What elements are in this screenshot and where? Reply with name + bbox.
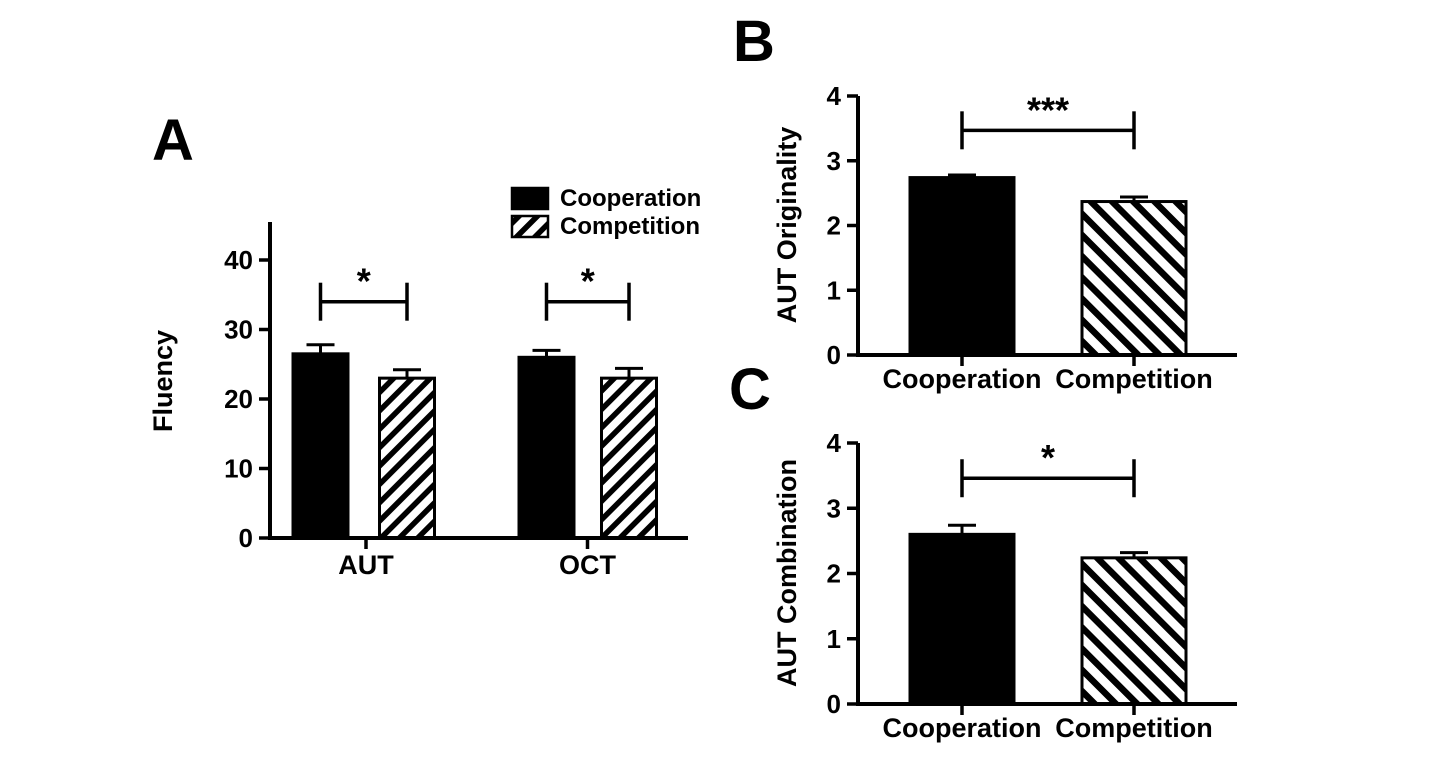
bar <box>1080 200 1188 357</box>
y-tick-label: 3 <box>827 146 841 176</box>
bar <box>291 352 350 540</box>
bar <box>908 532 1016 706</box>
y-tick-label: 0 <box>827 340 841 370</box>
significance-stars: * <box>581 261 595 302</box>
y-axis-title: Fluency <box>148 330 178 432</box>
bar <box>378 376 436 540</box>
panel-a-label: A <box>152 108 194 173</box>
panel-c-chart: 0 1 2 3 4 Cooperation Competition AUT Combinati… <box>772 428 1237 743</box>
category-label: Cooperation <box>883 713 1042 743</box>
y-tick-label: 10 <box>224 454 253 484</box>
bar <box>1080 556 1188 706</box>
category-label: Cooperation <box>883 364 1042 394</box>
legend-swatch <box>510 186 550 211</box>
significance-stars: * <box>357 261 371 302</box>
y-axis-title: AUT Originality <box>772 127 802 324</box>
panel-b-chart: 0 1 2 3 4 Cooperation Competition AUT Originali… <box>772 81 1237 394</box>
y-tick-label: 3 <box>827 493 841 523</box>
category-label: Competition <box>1055 364 1212 394</box>
panel-c-label: C <box>729 357 771 422</box>
y-tick-label: 2 <box>827 211 841 241</box>
y-tick-label: 0 <box>827 689 841 719</box>
y-tick-label: 0 <box>239 523 253 553</box>
legend-label: Competition <box>560 213 700 240</box>
y-tick-label: 1 <box>827 275 841 305</box>
category-label: OCT <box>559 550 617 580</box>
y-tick-label: 2 <box>827 559 841 589</box>
y-tick-label: 20 <box>224 384 253 414</box>
y-tick-label: 30 <box>224 315 253 345</box>
category-label: Competition <box>1055 713 1212 743</box>
legend-swatch <box>510 214 550 239</box>
y-tick-label: 40 <box>224 245 253 275</box>
y-axis-title: AUT Combination <box>772 459 802 687</box>
panel-a-chart: 0 10 20 30 40 AUT OCT Fluency * * CooperationCompe… <box>148 185 701 580</box>
y-tick-label: 4 <box>827 428 842 458</box>
bar <box>908 176 1016 357</box>
bar <box>517 355 576 540</box>
category-label: AUT <box>338 550 394 580</box>
bar <box>600 376 658 540</box>
significance-stars: *** <box>1027 89 1069 130</box>
panel-b-label: B <box>733 9 775 74</box>
significance-stars: * <box>1041 437 1055 478</box>
y-tick-label: 4 <box>827 81 842 111</box>
legend-label: Cooperation <box>560 185 701 212</box>
y-tick-label: 1 <box>827 624 841 654</box>
